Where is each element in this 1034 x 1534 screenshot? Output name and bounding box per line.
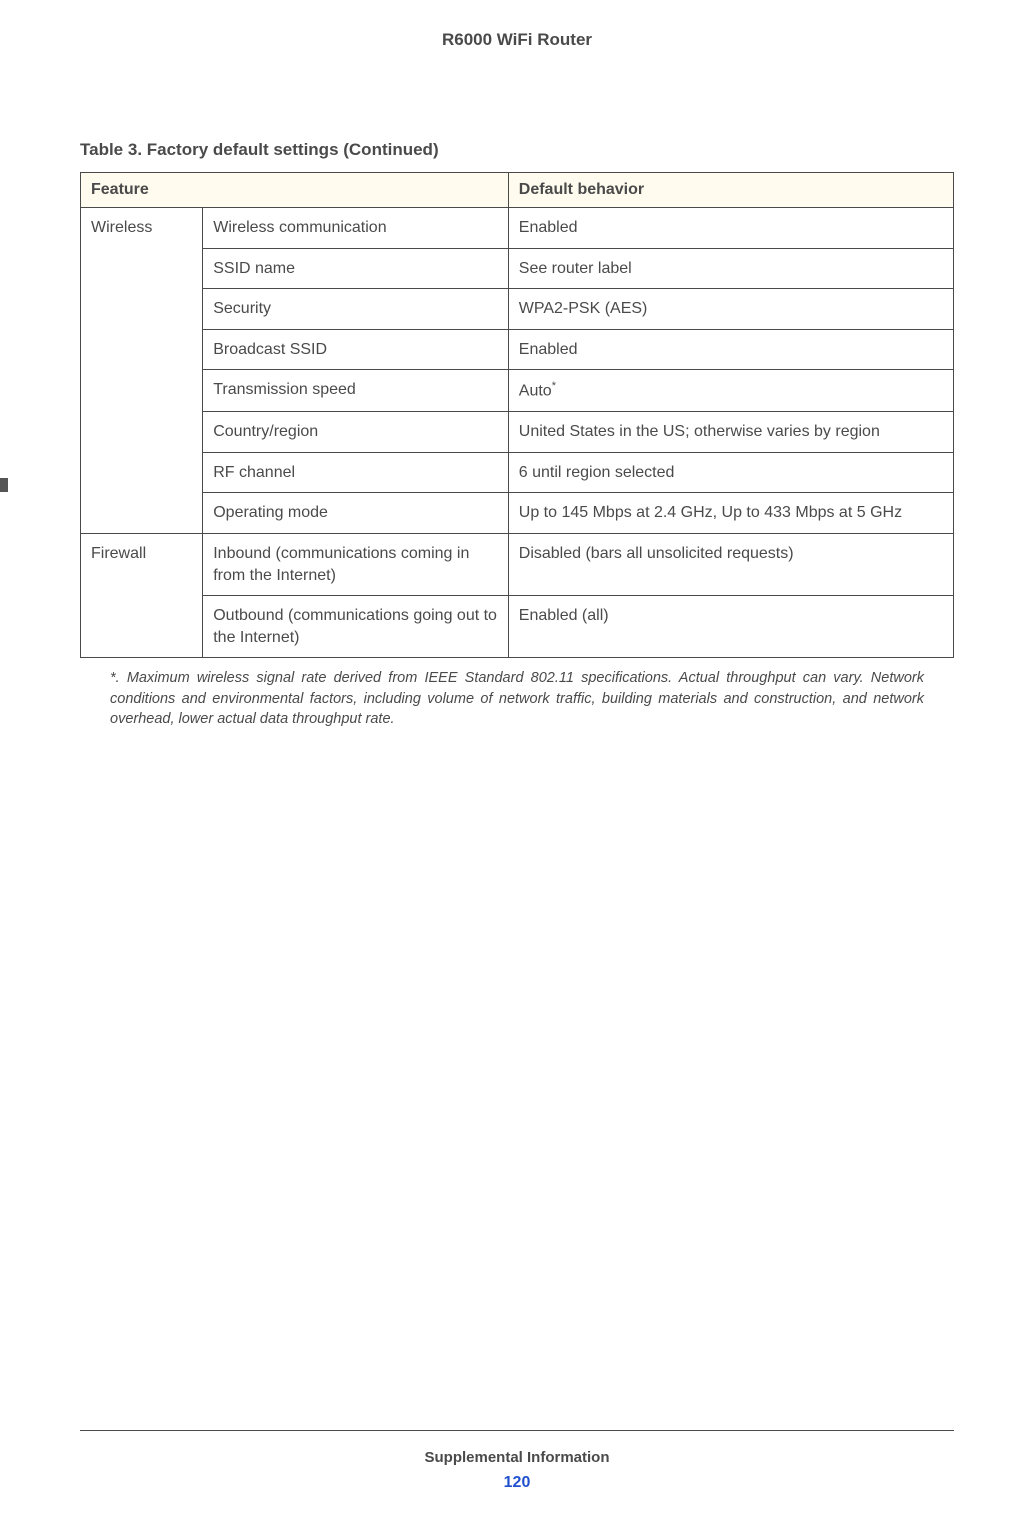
value-cell: Up to 145 Mbps at 2.4 GHz, Up to 433 Mbp… xyxy=(508,493,953,534)
table-row: RF channel 6 until region selected xyxy=(81,452,954,493)
feature-cell: Country/region xyxy=(203,412,509,453)
feature-cell: Wireless communication xyxy=(203,208,509,249)
trans-speed-asterisk: * xyxy=(552,380,556,392)
trans-speed-value: Auto xyxy=(519,383,552,400)
feature-cell: Inbound (communications coming in from t… xyxy=(203,534,509,596)
table-caption: Table 3. Factory default settings (Conti… xyxy=(80,140,954,160)
category-cell-wireless: Wireless xyxy=(81,208,203,534)
feature-cell: RF channel xyxy=(203,452,509,493)
document-header-title: R6000 WiFi Router xyxy=(80,30,954,50)
feature-cell: SSID name xyxy=(203,248,509,289)
value-cell: 6 until region selected xyxy=(508,452,953,493)
value-cell: WPA2-PSK (AES) xyxy=(508,289,953,330)
footer-section-title: Supplemental Information xyxy=(80,1449,954,1466)
page-side-marker xyxy=(0,478,8,492)
table-row: Firewall Inbound (communications coming … xyxy=(81,534,954,596)
feature-cell: Security xyxy=(203,289,509,330)
table-row: Operating mode Up to 145 Mbps at 2.4 GHz… xyxy=(81,493,954,534)
page-footer: Supplemental Information 120 xyxy=(80,1430,954,1492)
page-content: R6000 WiFi Router Table 3. Factory defau… xyxy=(0,0,1034,729)
value-cell: Auto* xyxy=(508,370,953,412)
table-row: Country/region United States in the US; … xyxy=(81,412,954,453)
table-row: Wireless Wireless communication Enabled xyxy=(81,208,954,249)
feature-cell: Operating mode xyxy=(203,493,509,534)
value-cell: Disabled (bars all unsolicited requests) xyxy=(508,534,953,596)
column-header-feature: Feature xyxy=(81,173,509,208)
feature-cell: Transmission speed xyxy=(203,370,509,412)
table-footnote: *. Maximum wireless signal rate derived … xyxy=(110,668,924,729)
value-cell: Enabled (all) xyxy=(508,596,953,658)
value-cell: See router label xyxy=(508,248,953,289)
factory-defaults-table: Feature Default behavior Wireless Wirele… xyxy=(80,172,954,658)
category-cell-firewall: Firewall xyxy=(81,534,203,658)
table-row: Security WPA2-PSK (AES) xyxy=(81,289,954,330)
table-row: Broadcast SSID Enabled xyxy=(81,329,954,370)
table-row: SSID name See router label xyxy=(81,248,954,289)
table-row: Transmission speed Auto* xyxy=(81,370,954,412)
table-header-row: Feature Default behavior xyxy=(81,173,954,208)
value-cell: United States in the US; otherwise varie… xyxy=(508,412,953,453)
value-cell: Enabled xyxy=(508,329,953,370)
value-cell: Enabled xyxy=(508,208,953,249)
footer-page-number: 120 xyxy=(80,1474,954,1492)
footer-divider xyxy=(80,1430,954,1431)
feature-cell: Broadcast SSID xyxy=(203,329,509,370)
feature-cell: Outbound (communications going out to th… xyxy=(203,596,509,658)
column-header-behavior: Default behavior xyxy=(508,173,953,208)
table-row: Outbound (communications going out to th… xyxy=(81,596,954,658)
